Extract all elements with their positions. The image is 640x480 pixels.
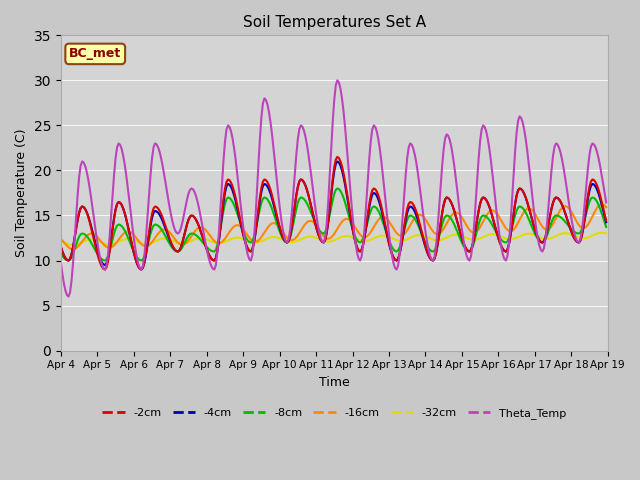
Text: BC_met: BC_met bbox=[69, 48, 122, 60]
Y-axis label: Soil Temperature (C): Soil Temperature (C) bbox=[15, 129, 28, 257]
X-axis label: Time: Time bbox=[319, 376, 349, 389]
Title: Soil Temperatures Set A: Soil Temperatures Set A bbox=[243, 15, 426, 30]
Legend: -2cm, -4cm, -8cm, -16cm, -32cm, Theta_Temp: -2cm, -4cm, -8cm, -16cm, -32cm, Theta_Te… bbox=[98, 404, 571, 423]
